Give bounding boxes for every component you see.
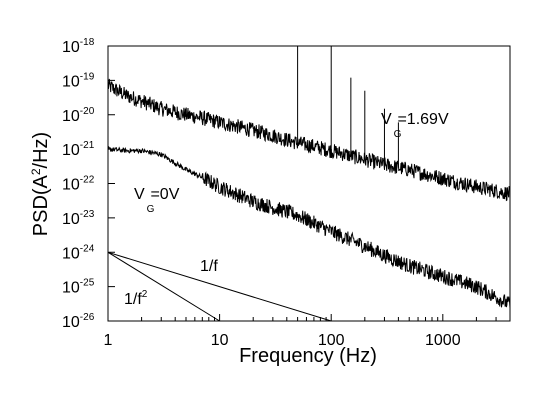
annotation-vg-169: VG=1.69V [381, 111, 449, 140]
x-tick-label: 10 [211, 332, 229, 349]
y-tick-label: 10-18 [62, 37, 95, 56]
reference-line-1-over-f [107, 251, 332, 322]
x-tick-label: 1 [104, 332, 113, 349]
x-axis-label: Frequency (Hz) [239, 345, 377, 367]
annotation-1-over-f: 1/f [200, 258, 218, 275]
y-tick-label: 10-23 [62, 209, 95, 228]
series-layer [107, 46, 511, 322]
psd-series-vg-169 [107, 78, 511, 202]
y-axis-label: PSD(A2/Hz) [29, 132, 52, 236]
y-tick-label: 10-25 [62, 278, 95, 297]
ticks-layer: 1 10 100 1000 10-18 10-19 10-20 10-21 10-22 10-23… [62, 37, 511, 349]
y-tick-label: 10-20 [62, 106, 95, 125]
psd-series-vg-0 [107, 145, 511, 309]
annotation-1-over-f2: 1/f2 [124, 289, 148, 308]
y-tick-label: 10-21 [62, 140, 95, 159]
x-tick-label: 1000 [425, 332, 461, 349]
y-tick-label: 10-19 [62, 71, 95, 90]
y-tick-label: 10-22 [62, 175, 95, 194]
x-tick-label: 100 [318, 332, 345, 349]
annotation-vg-0: VG=0V [134, 186, 180, 215]
y-tick-label: 10-24 [62, 243, 95, 262]
y-tick-label: 10-26 [62, 312, 95, 331]
reference-line-1-over-f2 [107, 251, 220, 322]
